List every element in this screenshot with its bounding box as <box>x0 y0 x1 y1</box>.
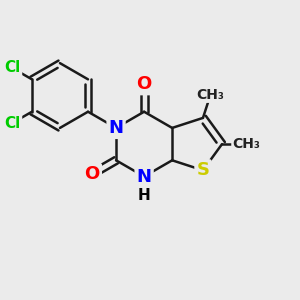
Text: H: H <box>138 188 151 203</box>
Text: N: N <box>136 167 152 185</box>
Text: Cl: Cl <box>4 116 20 130</box>
Text: CH₃: CH₃ <box>196 88 224 102</box>
Text: CH₃: CH₃ <box>232 137 260 151</box>
Text: O: O <box>136 75 152 93</box>
Text: Cl: Cl <box>4 61 20 76</box>
Text: S: S <box>196 161 209 179</box>
Text: O: O <box>85 165 100 183</box>
Text: N: N <box>109 119 124 137</box>
